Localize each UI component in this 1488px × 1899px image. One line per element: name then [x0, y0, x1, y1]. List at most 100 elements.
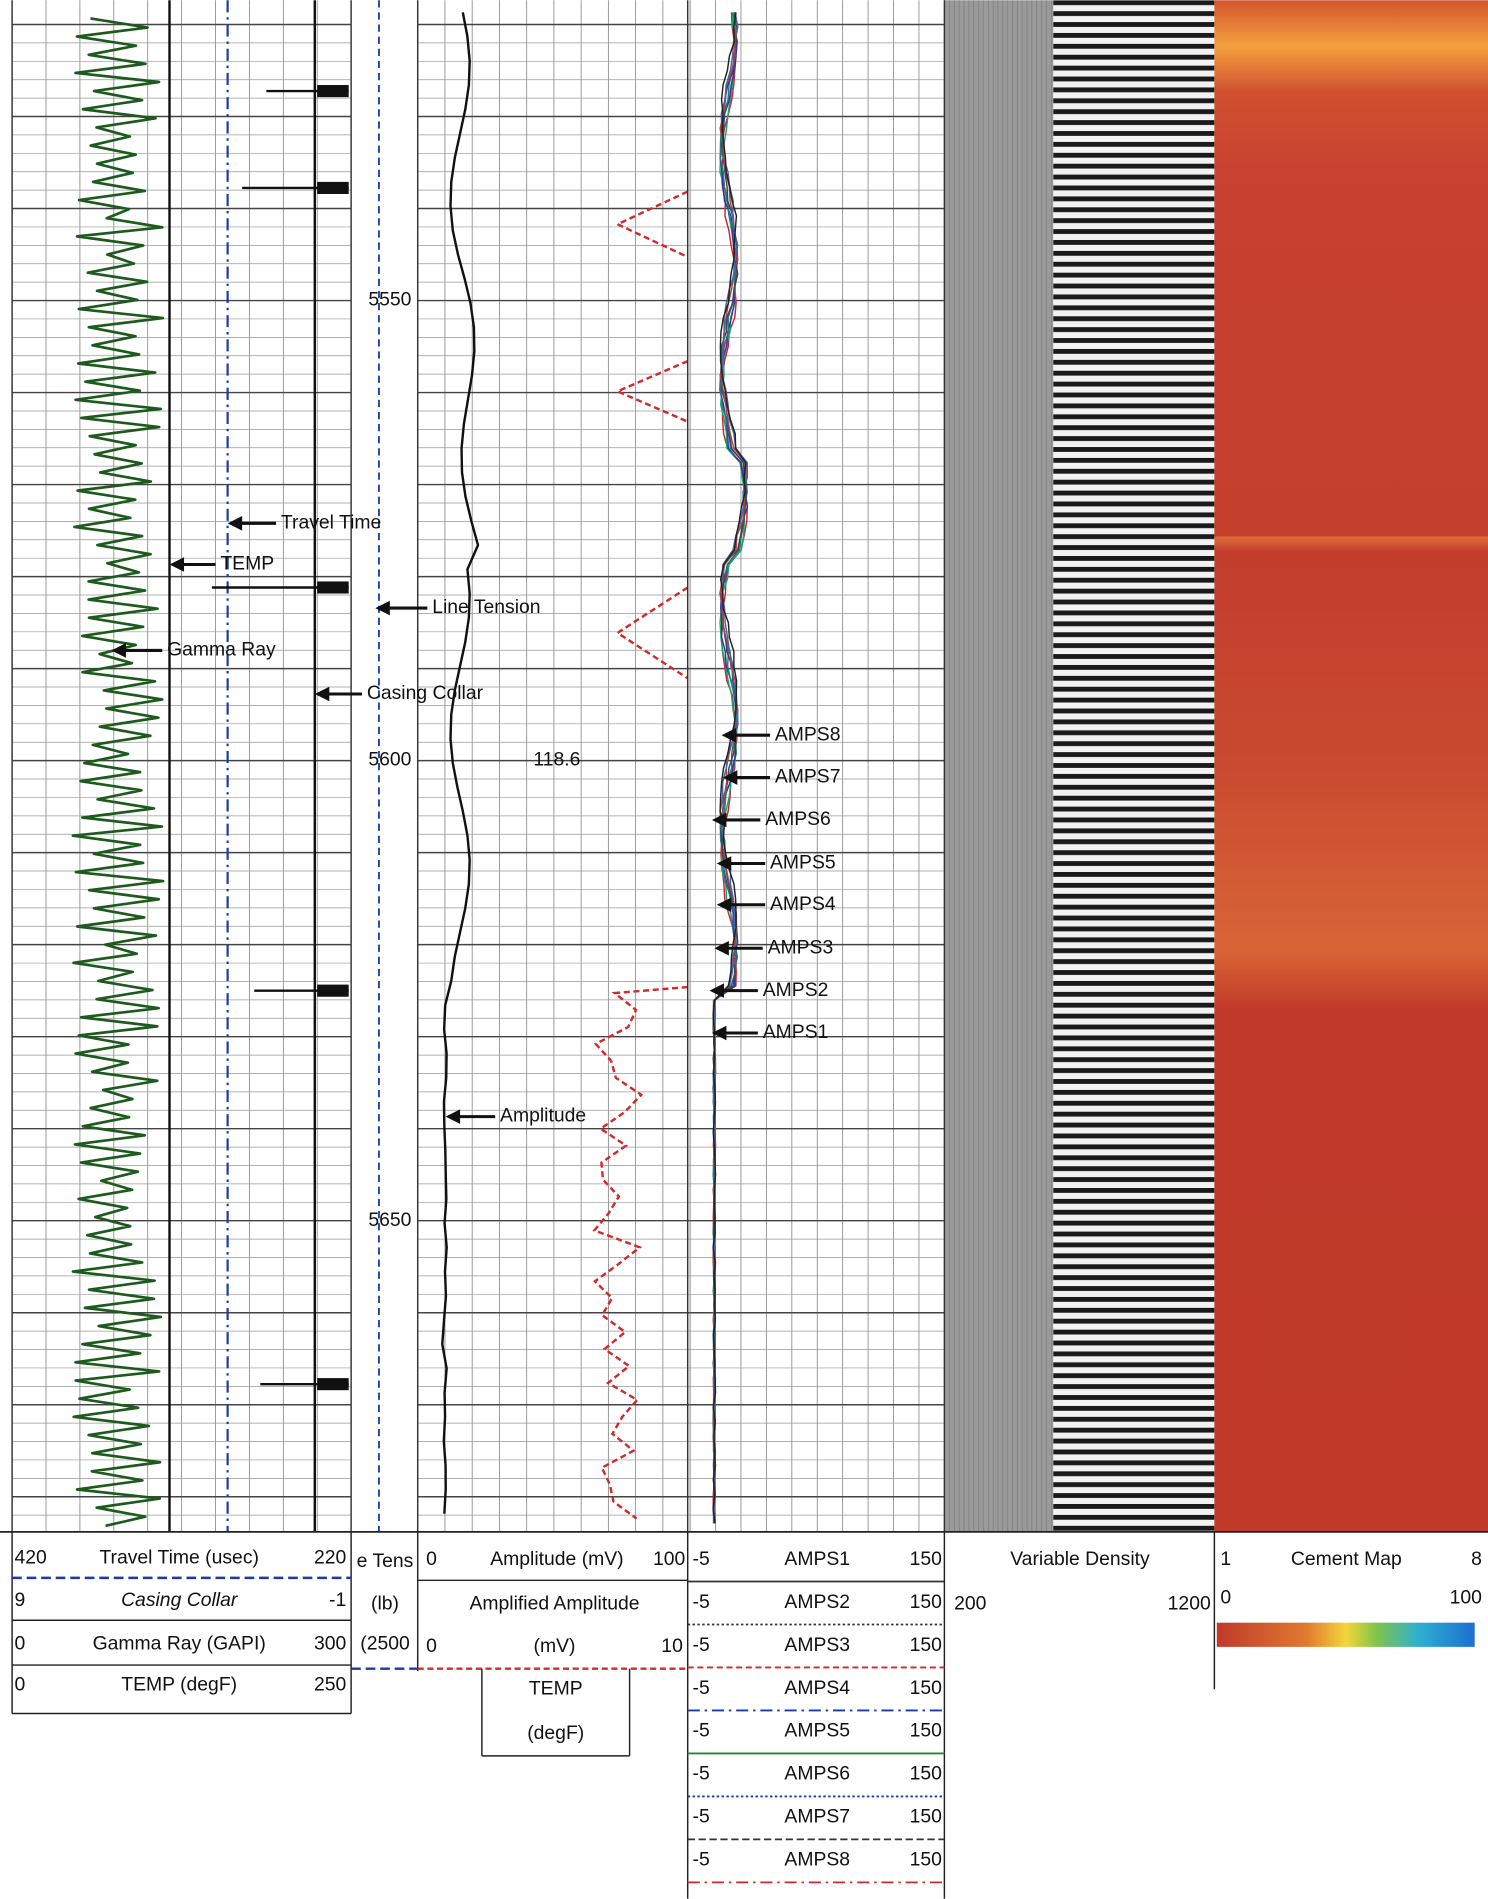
- label: 100: [1450, 1587, 1483, 1609]
- label: 0: [15, 1674, 26, 1696]
- label: TEMP (degF): [121, 1674, 237, 1696]
- label: Casing Collar: [121, 1589, 239, 1611]
- arrow-head: [711, 812, 727, 828]
- amplified-peak: [615, 586, 689, 680]
- annotation: AMPS8: [775, 723, 841, 745]
- label: Cement Map: [1291, 1548, 1402, 1570]
- label: -5: [693, 1806, 710, 1828]
- label: 150: [910, 1548, 943, 1570]
- annotation: Line Tension: [432, 596, 540, 618]
- amplified-peak: [614, 359, 689, 423]
- label: 150: [910, 1591, 943, 1613]
- collar-spike-box: [317, 85, 349, 98]
- label: 150: [910, 1677, 943, 1699]
- label: -5: [693, 1720, 710, 1742]
- amps-curve: [712, 12, 747, 1524]
- annotation: AMPS4: [770, 893, 836, 915]
- label: (2500: [360, 1633, 410, 1655]
- annotation: AMPS5: [770, 852, 836, 874]
- depth-label: 5550: [368, 289, 411, 311]
- arrow-head: [722, 770, 738, 785]
- arrow-head: [714, 941, 729, 956]
- arrow-head: [111, 643, 126, 658]
- vdl-gray: [944, 0, 1054, 1532]
- arrow-head: [716, 856, 732, 871]
- label: 100: [653, 1548, 686, 1570]
- depth-label: 5600: [368, 749, 411, 771]
- annotation: AMPS7: [775, 766, 841, 788]
- arrow-head: [169, 557, 185, 572]
- label: 10: [661, 1635, 683, 1657]
- arrow-head: [721, 727, 737, 743]
- label: AMPS2: [784, 1591, 850, 1613]
- amplified-amplitude-curve: [592, 985, 688, 1520]
- label: -5: [693, 1849, 710, 1871]
- vdl-stripes: [1053, 0, 1215, 1532]
- annotation: Gamma Ray: [167, 639, 276, 661]
- label: -5: [693, 1591, 710, 1613]
- annotation: Travel Time: [281, 511, 381, 533]
- cement-colorbar: [1216, 1622, 1475, 1647]
- arrow-head: [709, 983, 725, 998]
- label: Amplitude (mV): [490, 1548, 623, 1570]
- amplitude-curve: [441, 12, 480, 1514]
- label: 150: [910, 1806, 943, 1828]
- label: AMPS5: [784, 1720, 850, 1742]
- label: -5: [693, 1634, 710, 1656]
- label: 220: [314, 1547, 347, 1569]
- arrow-head: [375, 600, 390, 616]
- label: 9: [15, 1589, 26, 1611]
- amps-curve: [712, 12, 749, 1524]
- label: 1200: [1168, 1593, 1211, 1615]
- label: 420: [15, 1547, 48, 1569]
- label: -5: [693, 1677, 710, 1699]
- label: AMPS8: [784, 1849, 850, 1871]
- arrow-head: [716, 897, 732, 912]
- label: AMPS4: [784, 1677, 850, 1699]
- label: Travel Time (usec): [99, 1547, 259, 1569]
- amplified-peak: [614, 190, 689, 259]
- annotation: Amplitude: [500, 1105, 586, 1127]
- depth-label: 5650: [368, 1209, 411, 1231]
- annotation: Casing Collar: [367, 682, 484, 704]
- reading-label: 118.6: [533, 749, 580, 771]
- label: TEMP: [529, 1677, 583, 1699]
- annotation: AMPS3: [768, 936, 834, 958]
- label: Amplified Amplitude: [470, 1593, 640, 1615]
- label: AMPS3: [784, 1634, 850, 1656]
- arrow-head: [314, 686, 330, 702]
- annotation: AMPS2: [763, 979, 829, 1001]
- annotation: AMPS6: [765, 808, 831, 830]
- collar-spike-box: [317, 1378, 349, 1391]
- label: (mV): [534, 1635, 576, 1657]
- label: (degF): [527, 1722, 584, 1744]
- label: 1: [1220, 1548, 1231, 1570]
- label: 0: [15, 1633, 26, 1655]
- label: AMPS1: [784, 1548, 850, 1570]
- label: 200: [954, 1593, 987, 1615]
- collar-spike-box: [317, 181, 349, 194]
- label: -5: [693, 1548, 710, 1570]
- label: (lb): [371, 1593, 399, 1615]
- collar-spike-box: [317, 581, 349, 594]
- label: 0: [426, 1548, 437, 1570]
- label: 250: [314, 1674, 347, 1696]
- collar-spike-box: [317, 984, 349, 997]
- label: Gamma Ray (GAPI): [93, 1633, 266, 1655]
- label: -5: [693, 1763, 710, 1785]
- depth-track: [351, 0, 418, 1532]
- label: 150: [910, 1720, 943, 1742]
- label: 150: [910, 1849, 943, 1871]
- label: AMPS7: [784, 1806, 850, 1828]
- label: 0: [426, 1635, 437, 1657]
- annotation: TEMP: [220, 553, 274, 575]
- label: -1: [329, 1589, 346, 1611]
- arrow-head: [227, 516, 243, 531]
- label: AMPS6: [784, 1763, 850, 1785]
- arrow-head: [711, 1025, 727, 1041]
- label: 0: [1220, 1587, 1231, 1609]
- label: e Tens: [357, 1550, 414, 1572]
- label: Variable Density: [1010, 1548, 1150, 1570]
